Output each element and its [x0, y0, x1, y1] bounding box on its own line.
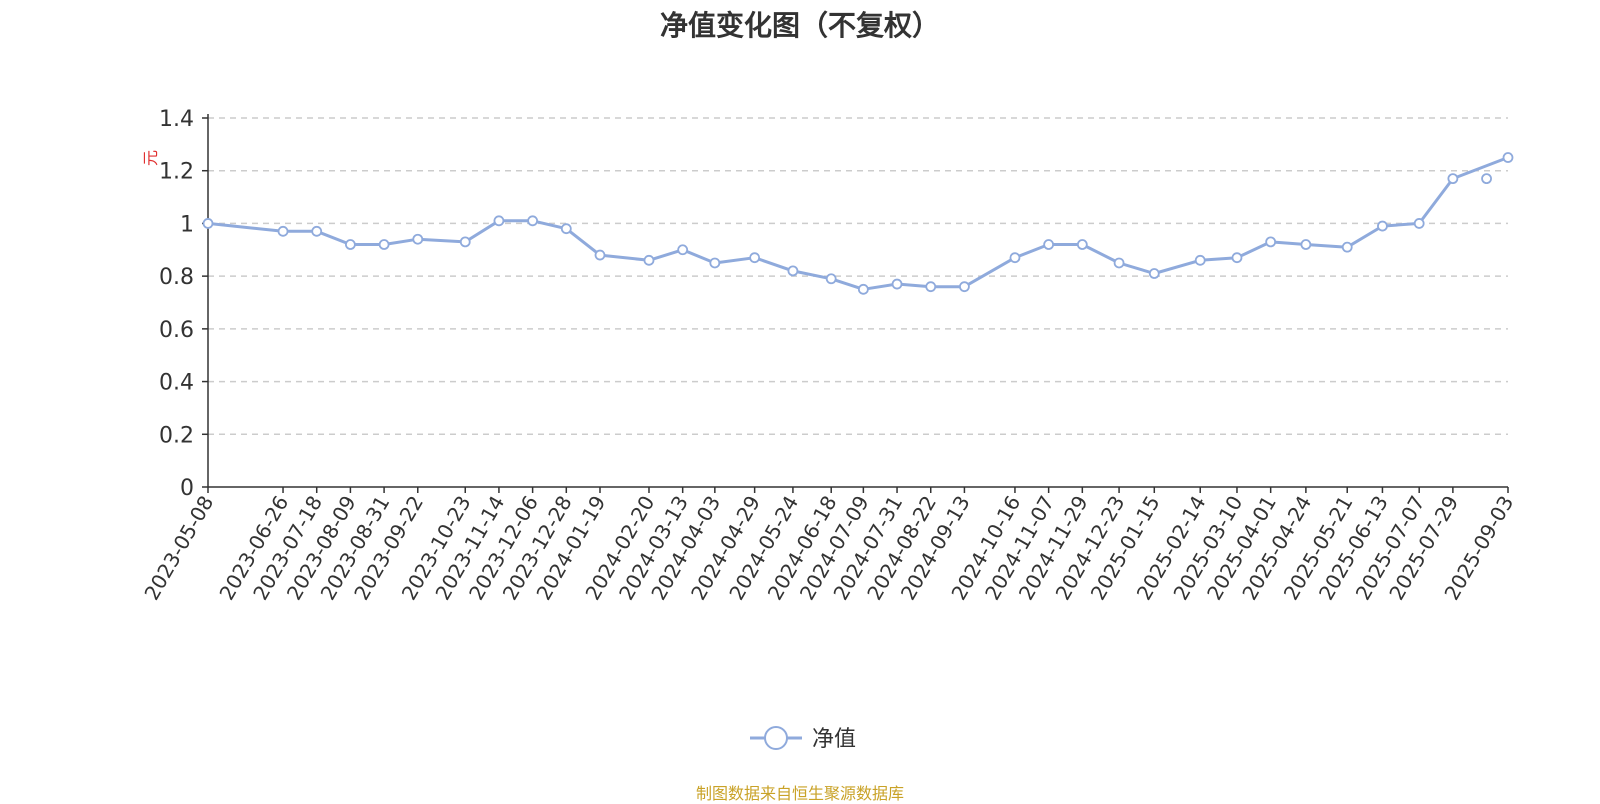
data-point	[459, 236, 471, 248]
data-point	[1043, 239, 1055, 250]
series-markers	[202, 152, 1514, 295]
data-point	[825, 273, 837, 285]
data-point	[311, 225, 323, 237]
data-point	[1009, 252, 1021, 264]
chart-title: 净值变化图（不复权）	[659, 9, 940, 42]
data-point	[1231, 252, 1243, 264]
data-point	[594, 249, 606, 261]
data-point	[277, 225, 289, 237]
data-point	[749, 252, 761, 264]
data-point	[891, 278, 903, 290]
data-point	[560, 223, 572, 235]
x-tick-label: 2023-05-08	[139, 492, 218, 605]
y-axis-label: 元	[141, 150, 160, 166]
data-point	[1265, 236, 1277, 248]
data-point	[643, 254, 655, 266]
data-point	[527, 215, 539, 227]
data-point	[787, 265, 799, 277]
legend[interactable]: 净值	[750, 726, 856, 752]
y-tick-label: 1	[180, 212, 194, 237]
y-tick-label: 1.4	[159, 107, 194, 132]
data-point	[925, 281, 937, 293]
y-tick-label: 0.4	[159, 371, 194, 396]
data-point	[857, 283, 869, 295]
data-point	[1194, 254, 1206, 266]
data-point	[1377, 220, 1388, 232]
data-point	[1300, 239, 1312, 250]
y-tick-label: 0.8	[159, 265, 194, 290]
data-point	[345, 239, 356, 250]
data-point	[378, 239, 390, 250]
data-point	[709, 257, 721, 269]
data-point	[1502, 152, 1514, 163]
y-tick-label: 0.6	[159, 318, 194, 343]
y-tick-label: 1.2	[159, 160, 194, 185]
data-point	[1113, 257, 1125, 269]
data-point	[412, 233, 424, 245]
data-point	[1076, 239, 1088, 250]
data-point	[1481, 173, 1492, 185]
y-tick-labels: 0 0.2 0.4 0.6 0.8 1 1.2 1.4	[159, 107, 194, 501]
legend-circle-icon	[764, 726, 788, 750]
y-tick-label: 0.2	[159, 423, 194, 448]
y-tick-label: 0	[180, 476, 194, 501]
grid-lines	[208, 117, 1508, 436]
x-tick-labels: 2023-05-082023-06-262023-07-182023-08-09…	[139, 492, 1518, 605]
data-point	[1148, 268, 1160, 279]
data-point	[1341, 241, 1353, 253]
data-point	[493, 215, 505, 227]
data-point	[677, 244, 689, 256]
data-point	[1413, 218, 1425, 229]
axes	[202, 114, 1509, 493]
data-point	[959, 281, 970, 293]
data-point	[202, 218, 214, 229]
data-point	[1447, 173, 1459, 185]
footer-source: 制图数据来自恒生聚源数据库	[695, 784, 904, 803]
legend-label: 净值	[812, 727, 856, 752]
